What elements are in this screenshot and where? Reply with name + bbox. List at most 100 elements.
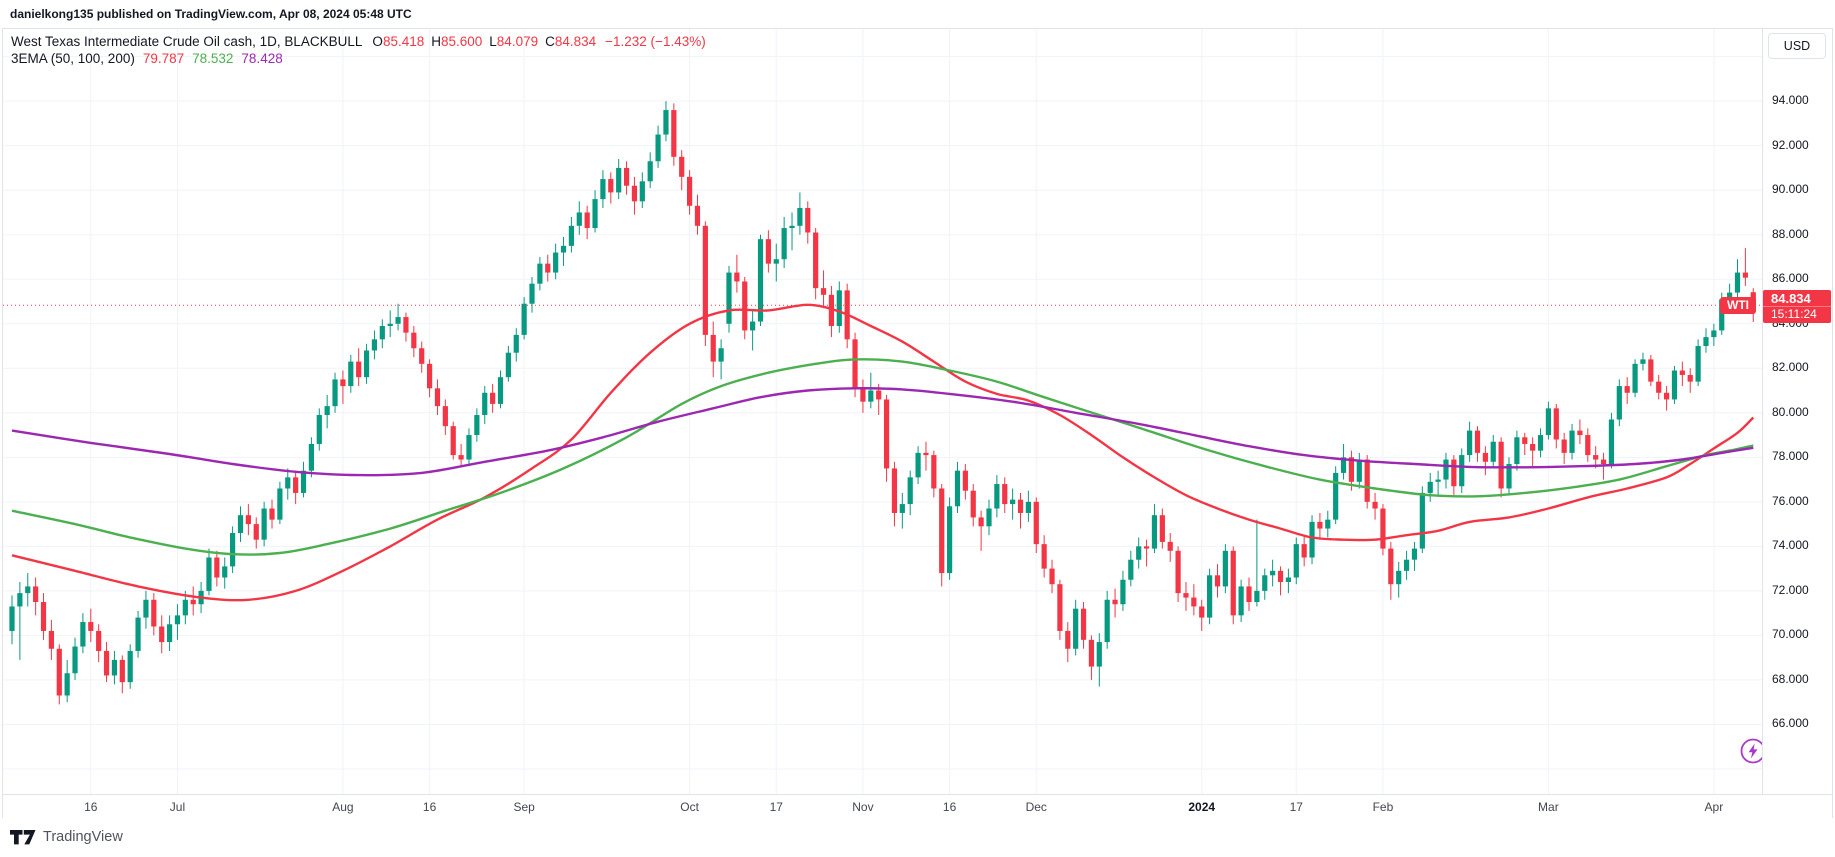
candle (962, 463, 968, 500)
current-price-label[interactable]: 84.834 15:11:24 (1763, 290, 1831, 324)
candle (1553, 403, 1559, 449)
indicator-legend-row[interactable]: 3EMA (50, 100, 200) 79.787 78.532 78.428 (11, 50, 706, 67)
candle (1506, 457, 1512, 496)
price-tick-label: 92.000 (1772, 137, 1809, 152)
candle (253, 517, 259, 549)
candle (1285, 568, 1291, 594)
candle (1656, 374, 1662, 400)
candle (411, 325, 417, 358)
symbol-legend-row[interactable]: West Texas Intermediate Crude Oil cash, … (11, 33, 706, 50)
candle (560, 236, 567, 266)
candle (820, 270, 827, 309)
candle (679, 150, 685, 191)
candle (1403, 550, 1410, 580)
candle (261, 501, 267, 547)
candle (1309, 515, 1315, 565)
indicator-values: 79.787 78.532 78.428 (143, 51, 291, 66)
candle (269, 499, 275, 529)
time-tick-label: Aug (332, 800, 354, 814)
candle (537, 256, 543, 291)
candle (166, 615, 173, 651)
candle (1687, 368, 1693, 393)
candle (356, 348, 362, 387)
candle (1025, 490, 1031, 522)
symbol-title: West Texas Intermediate Crude Oil cash, … (11, 34, 363, 49)
candle (88, 608, 94, 643)
candle (1073, 599, 1079, 656)
chart-plot-area[interactable]: West Texas Intermediate Crude Oil cash, … (3, 29, 1762, 794)
candle (813, 228, 819, 300)
candle (1695, 339, 1701, 387)
candle (214, 550, 220, 587)
candle (1136, 537, 1142, 569)
price-tick-label: 76.000 (1772, 493, 1809, 508)
candle (17, 581, 23, 660)
candle (277, 481, 283, 525)
ema-100-line[interactable] (11, 358, 1754, 556)
candle (1207, 568, 1213, 625)
ohlc-values: O85.418 H85.600 L84.079 C84.834 (372, 34, 603, 49)
candle (1372, 492, 1378, 520)
candle (828, 285, 835, 338)
candle (371, 330, 378, 360)
candle (694, 194, 701, 235)
candle (33, 577, 39, 616)
candle (9, 595, 15, 645)
candle (300, 461, 307, 498)
candle (852, 332, 858, 398)
candle (1080, 602, 1087, 649)
candle (631, 176, 638, 215)
candle (1585, 428, 1591, 462)
time-tick-label: Apr (1704, 800, 1724, 814)
price-tick-label: 82.000 (1772, 360, 1809, 375)
candle (1017, 492, 1024, 529)
ema-200-line[interactable] (11, 387, 1754, 477)
candle (293, 470, 299, 505)
candle (1057, 579, 1063, 640)
candle (1104, 590, 1110, 649)
candle (143, 590, 149, 629)
flash-icon[interactable] (1740, 738, 1762, 764)
price-axis[interactable]: USD 66.000 68.000 70.000 72.000 74.000 76.000… (1762, 29, 1832, 817)
candle (521, 297, 527, 340)
candle (1183, 581, 1189, 611)
candle (1151, 504, 1158, 554)
candle (1530, 437, 1536, 467)
candle (395, 303, 401, 331)
candle (1569, 423, 1575, 460)
candle (978, 510, 984, 551)
chart-legend: West Texas Intermediate Crude Oil cash, … (11, 33, 706, 67)
candle (1671, 366, 1678, 404)
candle (899, 492, 905, 529)
ema-50-line[interactable] (11, 303, 1755, 602)
candle (1002, 477, 1008, 513)
candle (1443, 452, 1449, 489)
candle (1238, 579, 1244, 623)
ohlc-C: C84.834 (545, 34, 597, 49)
candle (702, 221, 708, 347)
price-tick-label: 94.000 (1772, 93, 1809, 108)
candle (96, 624, 102, 663)
time-tick-label: Mar (1538, 800, 1559, 814)
candle (1340, 443, 1347, 480)
candle (742, 277, 748, 340)
ema-value: 78.428 (241, 51, 283, 66)
candle (1577, 419, 1583, 444)
time-axis[interactable]: 16 Jul Aug 16 Sep Oct 17 Nov 16 Dec 2024 17 Feb Mar Ap… (3, 794, 1832, 819)
candlestick-chart[interactable] (3, 29, 1762, 794)
candle (805, 201, 811, 244)
candle (1175, 546, 1181, 603)
candle (553, 243, 559, 280)
indicator-name: 3EMA (50, 100, 200) (11, 51, 135, 66)
candle (1317, 512, 1323, 540)
price-tick-label: 74.000 (1772, 538, 1809, 553)
candles-layer[interactable] (9, 101, 1756, 705)
currency-button[interactable]: USD (1768, 33, 1826, 59)
candle (474, 408, 480, 442)
candle (1254, 519, 1260, 607)
tradingview-logo[interactable]: TradingView (10, 829, 123, 845)
candle (1482, 446, 1488, 476)
candle (230, 526, 236, 574)
time-tick-label: 16 (84, 800, 98, 814)
candle (482, 386, 488, 424)
